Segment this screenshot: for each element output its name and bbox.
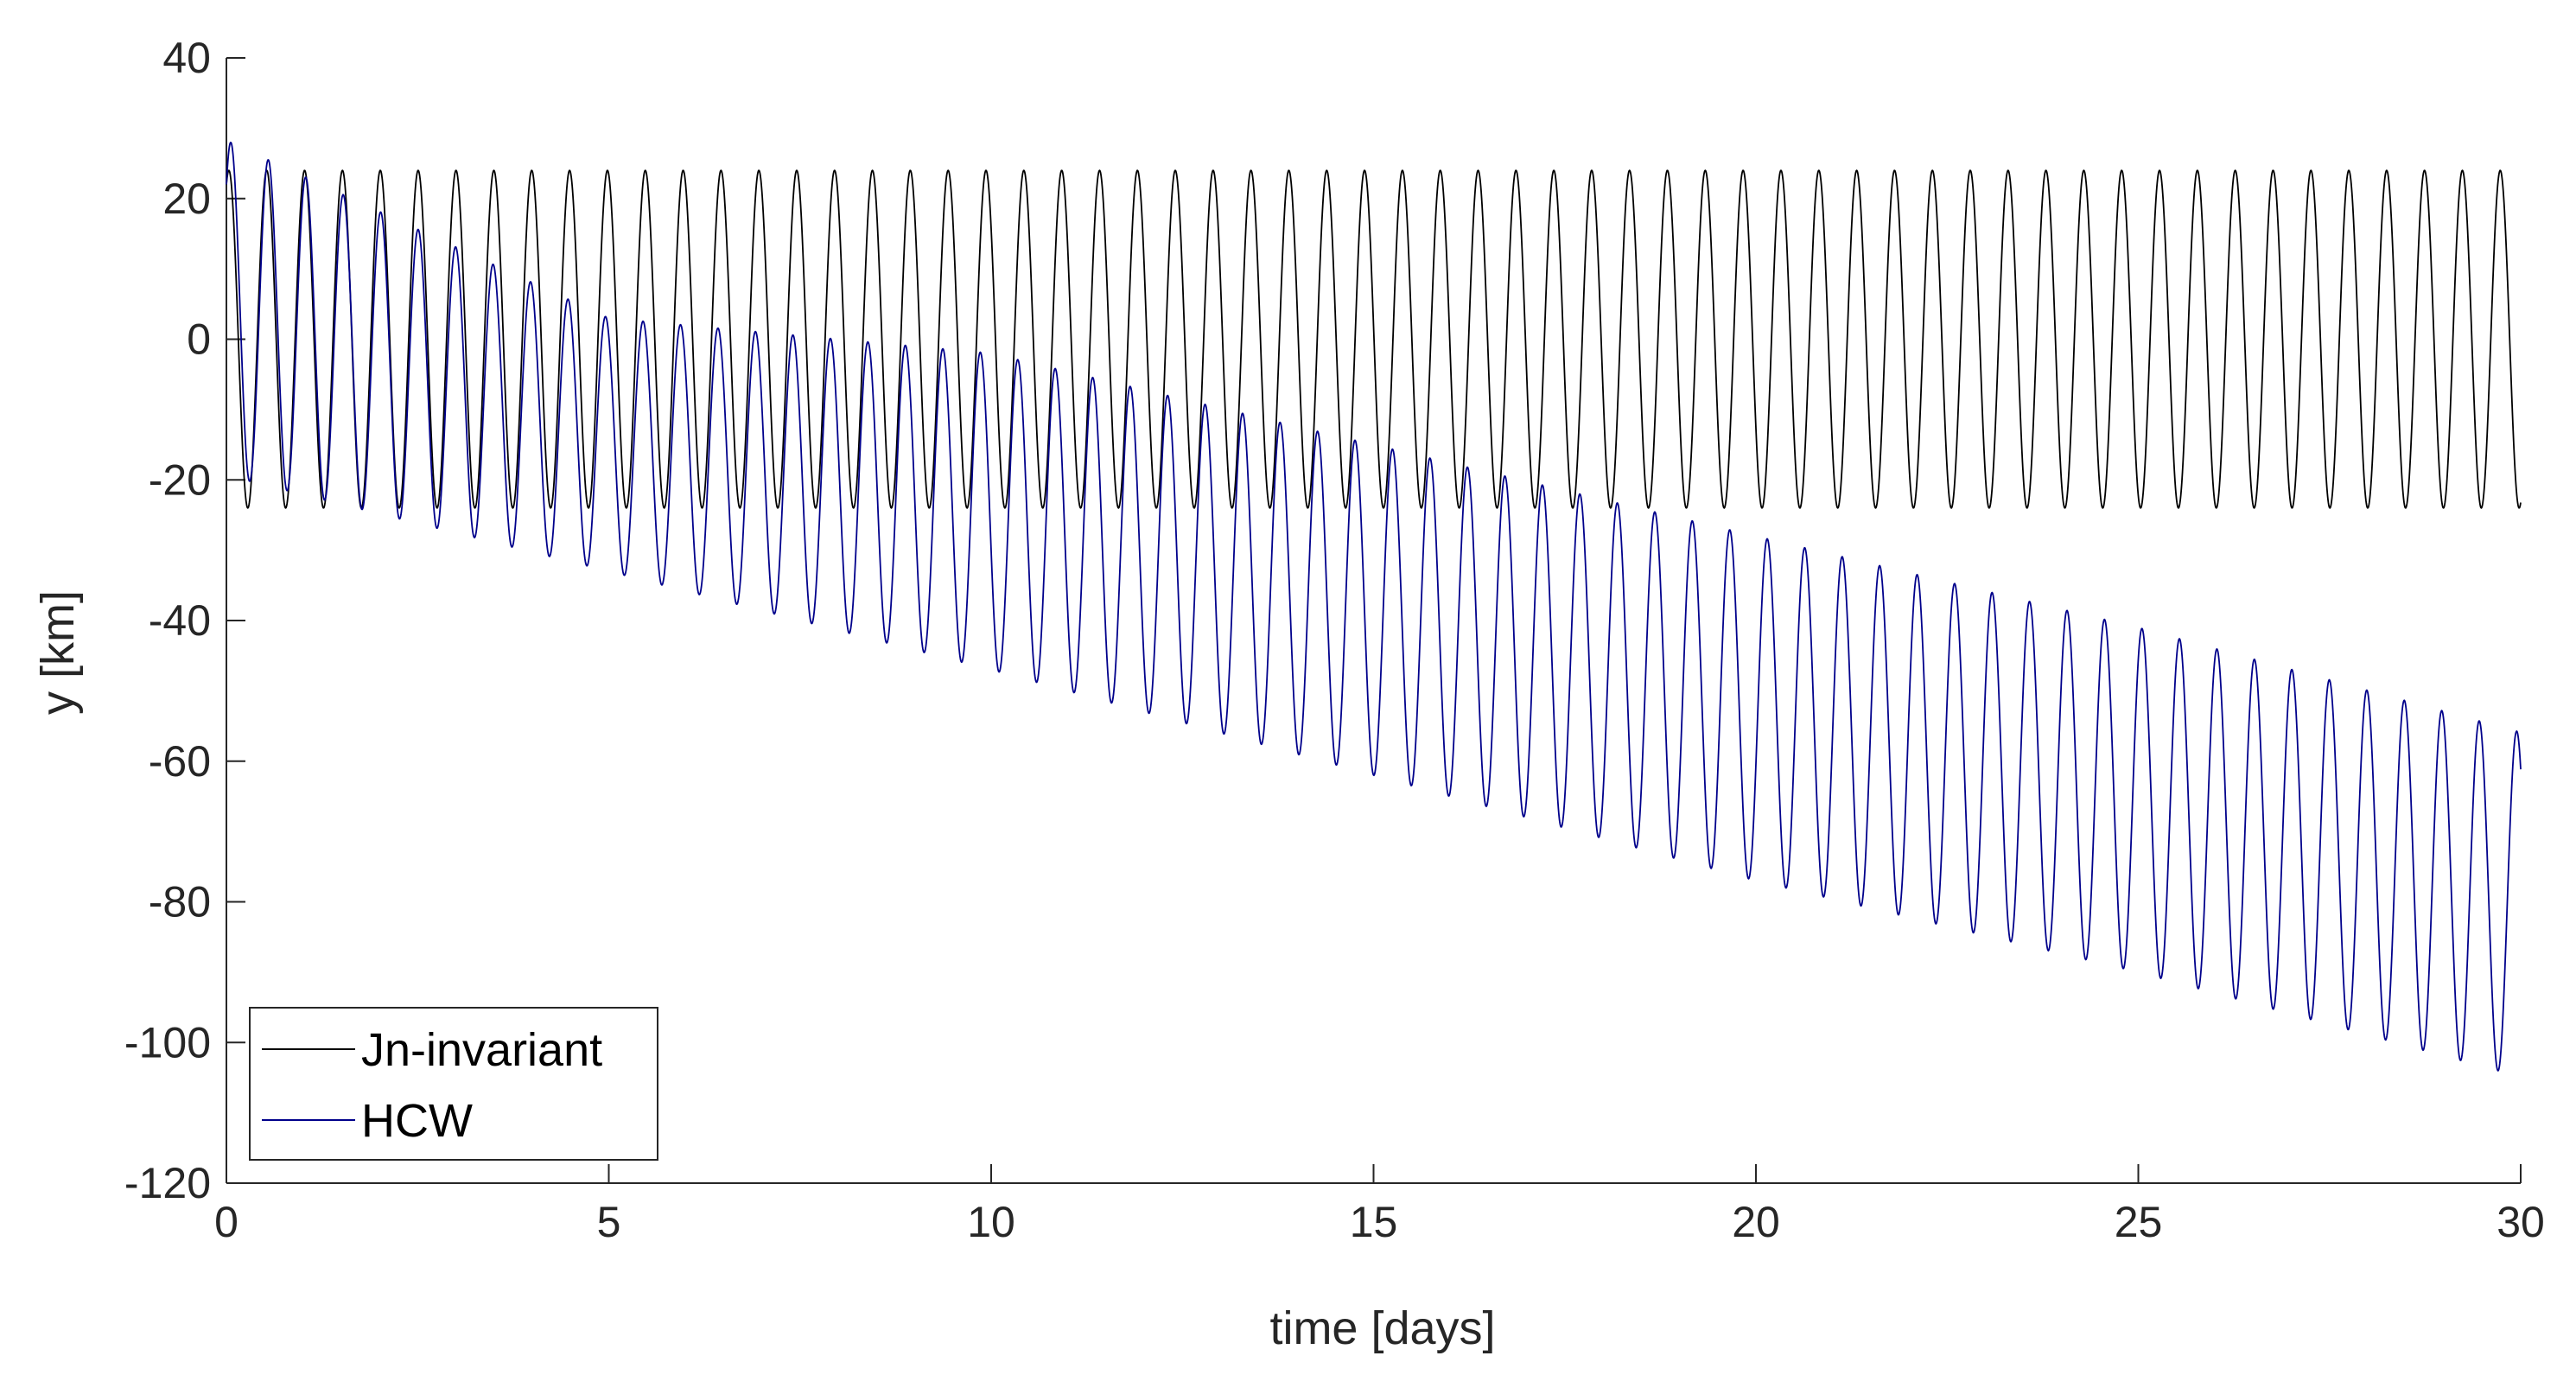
- x-tick-label: 20: [1732, 1198, 1780, 1246]
- axes: 0 5 10 15 20 25 30 -120 -100 -80 -60 -40 -20 0 20 40: [124, 34, 2545, 1246]
- y-tick-label: -120: [124, 1159, 211, 1207]
- y-axis-label: y [km]: [32, 590, 84, 715]
- y-tick-label: -20: [149, 455, 211, 504]
- series-line-jn-invariant: [226, 169, 2522, 509]
- series-line-hcw: [226, 141, 2522, 1072]
- legend-label: Jn-invariant: [361, 1024, 602, 1076]
- y-tick-label: -80: [149, 878, 211, 926]
- y-tick-label: 20: [162, 175, 211, 223]
- x-tick-label: 25: [2115, 1198, 2163, 1246]
- legend: Jn-invariant HCW: [249, 1007, 658, 1161]
- x-tick-label: 15: [1350, 1198, 1398, 1246]
- y-tick-label: -60: [149, 737, 211, 786]
- x-tick-label: 10: [967, 1198, 1015, 1246]
- y-tick-label: -100: [124, 1018, 211, 1066]
- y-tick-label: -40: [149, 596, 211, 645]
- legend-label: HCW: [361, 1095, 473, 1147]
- x-tick-label: 30: [2496, 1198, 2545, 1246]
- legend-box: [249, 1007, 658, 1161]
- y-tick-label: 40: [162, 34, 211, 82]
- x-tick-label: 5: [597, 1198, 621, 1246]
- x-tick-label: 0: [214, 1198, 239, 1246]
- y-tick-label: 0: [187, 315, 211, 364]
- plot-area: [226, 141, 2522, 1072]
- x-axis-label: time [days]: [1269, 1302, 1495, 1354]
